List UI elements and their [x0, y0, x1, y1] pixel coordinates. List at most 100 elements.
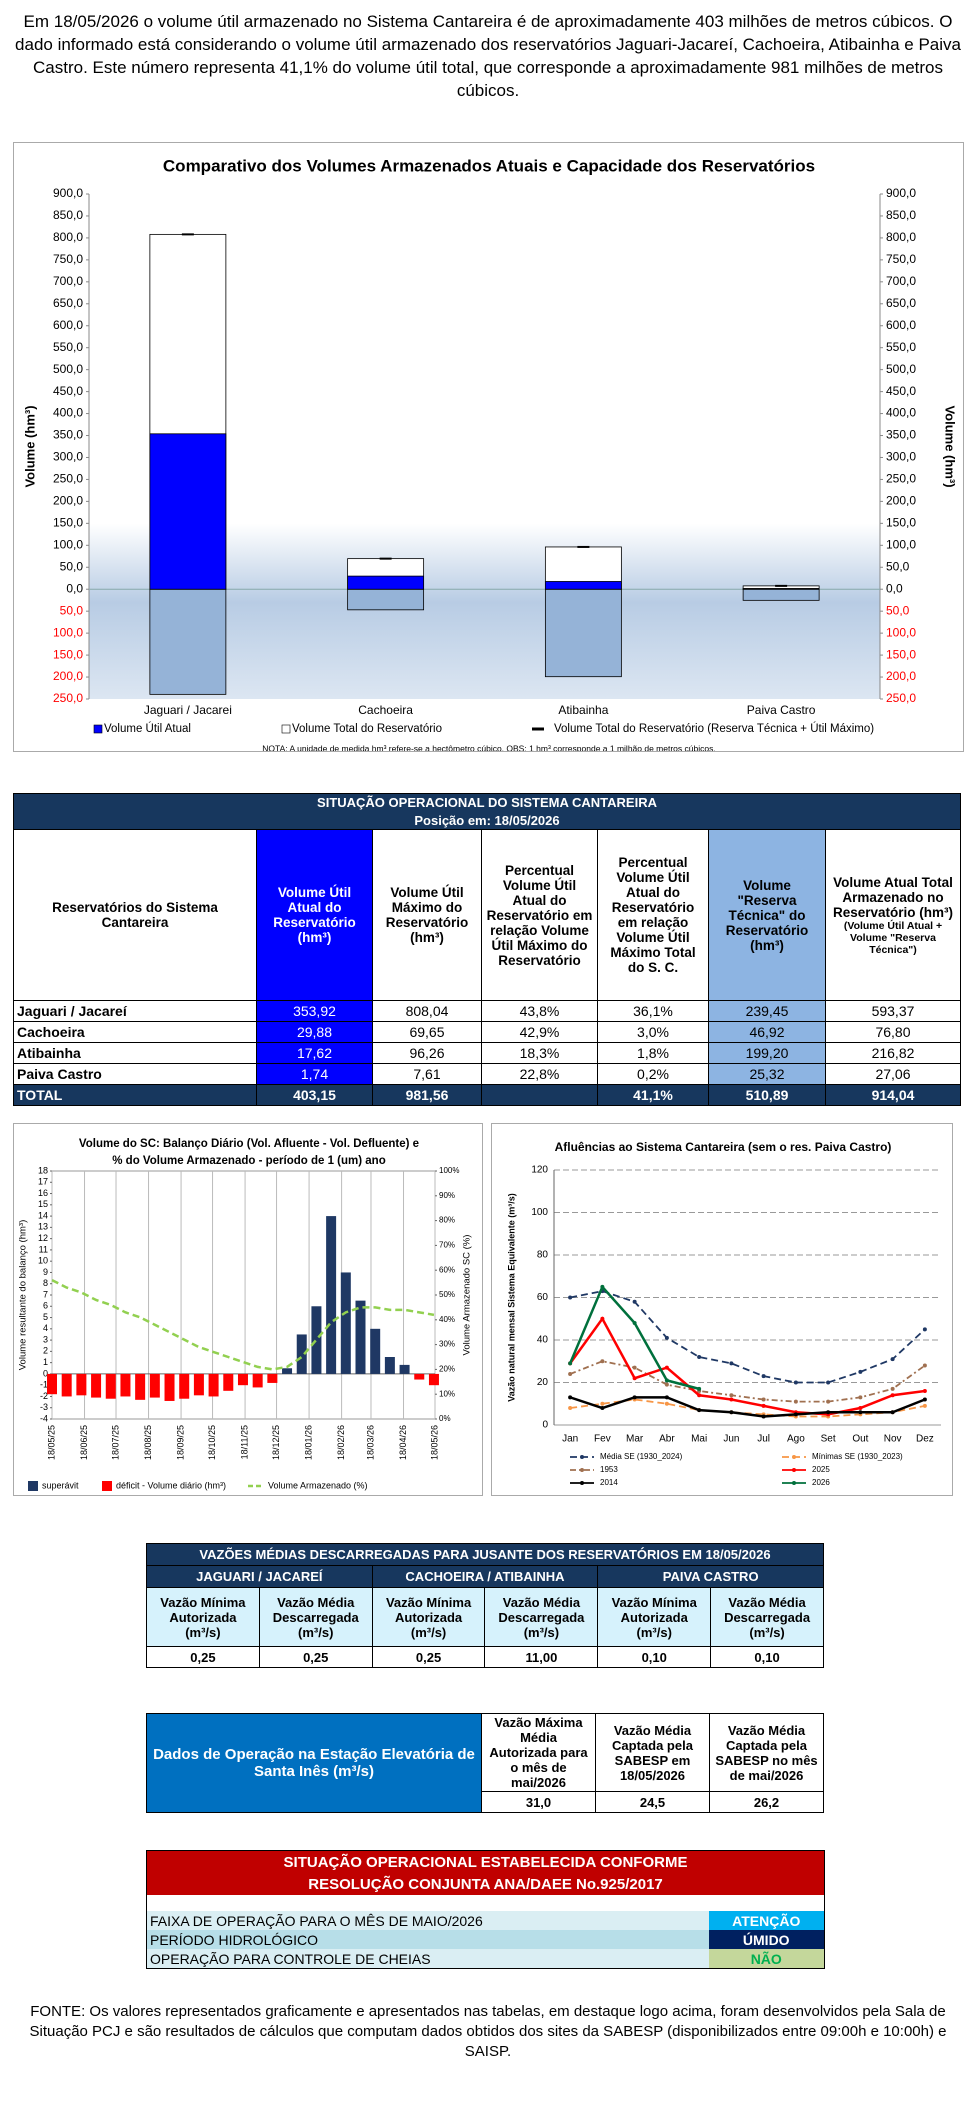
legend-label: Volume Total do Reservatório (Reserva Té…	[554, 722, 874, 735]
legend-marker	[580, 1468, 584, 1472]
y2-tick-label: 200,0	[886, 494, 916, 508]
y-tick-label: 0	[43, 1368, 48, 1378]
table-body: Jaguari / Jacareí 353,92 808,04 43,8% 36,1% 2…	[13, 1000, 961, 1106]
legend-marker	[580, 1455, 584, 1459]
legend-label: Média SE (1930_2024)	[600, 1452, 683, 1461]
volume-chart: Comparativo dos Volumes Armazenados Atua…	[13, 142, 964, 752]
series-marker	[761, 1403, 766, 1408]
y-tick-label: -3	[40, 1402, 48, 1412]
series-marker	[697, 1393, 702, 1398]
y-tick-label: 750,0	[53, 252, 83, 266]
y2-tick-label: 10%	[439, 1389, 455, 1398]
chart-title: Afluências ao Sistema Cantareira (sem o …	[555, 1140, 892, 1154]
column-header: Vazão Máxima Média Autorizada para o mês…	[481, 1713, 596, 1792]
y-tick-label: 3	[43, 1334, 48, 1344]
balance-bar	[428, 1373, 439, 1386]
x-tick-label: 18/05/26	[429, 1425, 439, 1460]
y-tick-label: 9	[43, 1267, 48, 1277]
balance-bar	[91, 1373, 102, 1398]
table-row: Atibainha 17,62 96,26 18,3% 1,8% 199,20 216,82	[13, 1042, 961, 1064]
value-cell: 0,25	[371, 1646, 486, 1668]
y-tick-label: 10	[38, 1256, 48, 1266]
table-cell: Paiva Castro	[13, 1063, 257, 1085]
balance-bar	[311, 1306, 322, 1374]
y-axis-label: Volume (hm³)	[22, 405, 37, 487]
balance-bar	[164, 1373, 175, 1401]
y2-axis-label: Volume Armazenado SC (%)	[462, 1235, 473, 1356]
legend-label: déficit - Volume diário (hm³)	[116, 1480, 226, 1490]
status-value: NÃO	[708, 1949, 825, 1969]
series-marker	[600, 1359, 605, 1364]
legend-marker	[580, 1481, 584, 1485]
series-marker	[761, 1397, 766, 1402]
y-tick-label: 650,0	[53, 296, 83, 310]
series-marker	[697, 1355, 702, 1359]
series-marker	[761, 1414, 766, 1419]
resolution-title: RESOLUÇÃO CONJUNTA ANA/DAEE No.925/2017	[146, 1873, 825, 1895]
inflow-chart: Afluências ao Sistema Cantareira (sem o …	[491, 1123, 953, 1496]
y2-tick-label: 250,0	[886, 691, 916, 705]
total-row: TOTAL 403,15 981,56 41,1% 510,89 914,04	[13, 1084, 961, 1106]
y2-tick-label: 80%	[439, 1216, 455, 1225]
column-header: Volume Atual Total Armazenado no Reserva…	[825, 829, 961, 1001]
x-tick-label: 18/05/25	[46, 1425, 56, 1460]
table-cell: 17,62	[256, 1042, 373, 1064]
series-marker	[568, 1295, 573, 1300]
balance-bar	[267, 1373, 278, 1383]
y2-tick-label: 20%	[439, 1365, 455, 1374]
y-tick-label: 80	[537, 1250, 549, 1261]
y2-tick-label: 100%	[439, 1166, 459, 1175]
y-tick-label: 120	[531, 1165, 548, 1176]
y-tick-label: 15	[38, 1199, 48, 1209]
y2-tick-label: 200,0	[886, 669, 916, 683]
y-tick-label: 350,0	[53, 428, 83, 442]
table-cell: 239,45	[708, 1000, 826, 1022]
legend-label: Volume Armazenado (%)	[268, 1480, 368, 1490]
table-cell: Cachoeira	[13, 1021, 257, 1043]
chart-title: % do Volume Armazenado - período de 1 (u…	[112, 1155, 385, 1167]
resolution-table: SITUAÇÃO OPERACIONAL ESTABELECIDA CONFOR…	[146, 1850, 825, 1969]
x-tick-label: Mar	[626, 1434, 644, 1445]
y2-tick-label: 500,0	[886, 362, 916, 376]
balance-bar	[340, 1272, 351, 1374]
y-tick-label: 5	[43, 1312, 48, 1322]
y-tick-label: 200,0	[53, 494, 83, 508]
legend-swatch	[93, 724, 103, 734]
y-tick-label: 600,0	[53, 318, 83, 332]
value-cell: 26,2	[709, 1791, 824, 1813]
table-cell: 3,0%	[597, 1021, 709, 1043]
legend-label: 1953	[600, 1465, 618, 1474]
column-header: Volume Útil Atual do Reservatório (hm³)	[256, 829, 373, 1001]
y2-tick-label: 400,0	[886, 406, 916, 420]
y-tick-label: 800,0	[53, 230, 83, 244]
table-cell: 46,92	[708, 1021, 826, 1043]
reserve-bar	[544, 588, 622, 678]
x-tick-label: Mai	[691, 1434, 707, 1445]
y-tick-label: 200,0	[53, 669, 83, 683]
y-tick-label: 7	[43, 1289, 48, 1299]
empty-cell	[481, 1084, 598, 1106]
group-header: PAIVA CASTRO	[597, 1565, 824, 1588]
series-marker	[600, 1406, 605, 1410]
series-marker	[568, 1372, 573, 1376]
y-tick-label: 450,0	[53, 384, 83, 398]
y-tick-label: 2	[43, 1346, 48, 1356]
balance-bar	[355, 1300, 366, 1374]
y-tick-label: 0	[542, 1420, 548, 1431]
y2-tick-label: 650,0	[886, 296, 916, 310]
balance-bar	[384, 1357, 395, 1374]
santa-ines-table: Dados de Operação na Estação Elevatória …	[146, 1713, 824, 1813]
series-marker	[568, 1395, 573, 1400]
series-marker	[729, 1410, 734, 1415]
balance-bar	[282, 1368, 293, 1374]
series-marker	[890, 1410, 895, 1415]
series-marker	[793, 1412, 798, 1417]
value-cell: 11,00	[484, 1646, 599, 1668]
legend-swatch	[102, 1481, 112, 1491]
column-header: Vazão Mínima Autorizada (m³/s)	[146, 1587, 260, 1647]
balance-bar	[414, 1373, 425, 1380]
legend-marker	[792, 1481, 796, 1485]
y2-tick-label: 250,0	[886, 472, 916, 486]
y-tick-label: 6	[43, 1301, 48, 1311]
y2-tick-label: 450,0	[886, 384, 916, 398]
